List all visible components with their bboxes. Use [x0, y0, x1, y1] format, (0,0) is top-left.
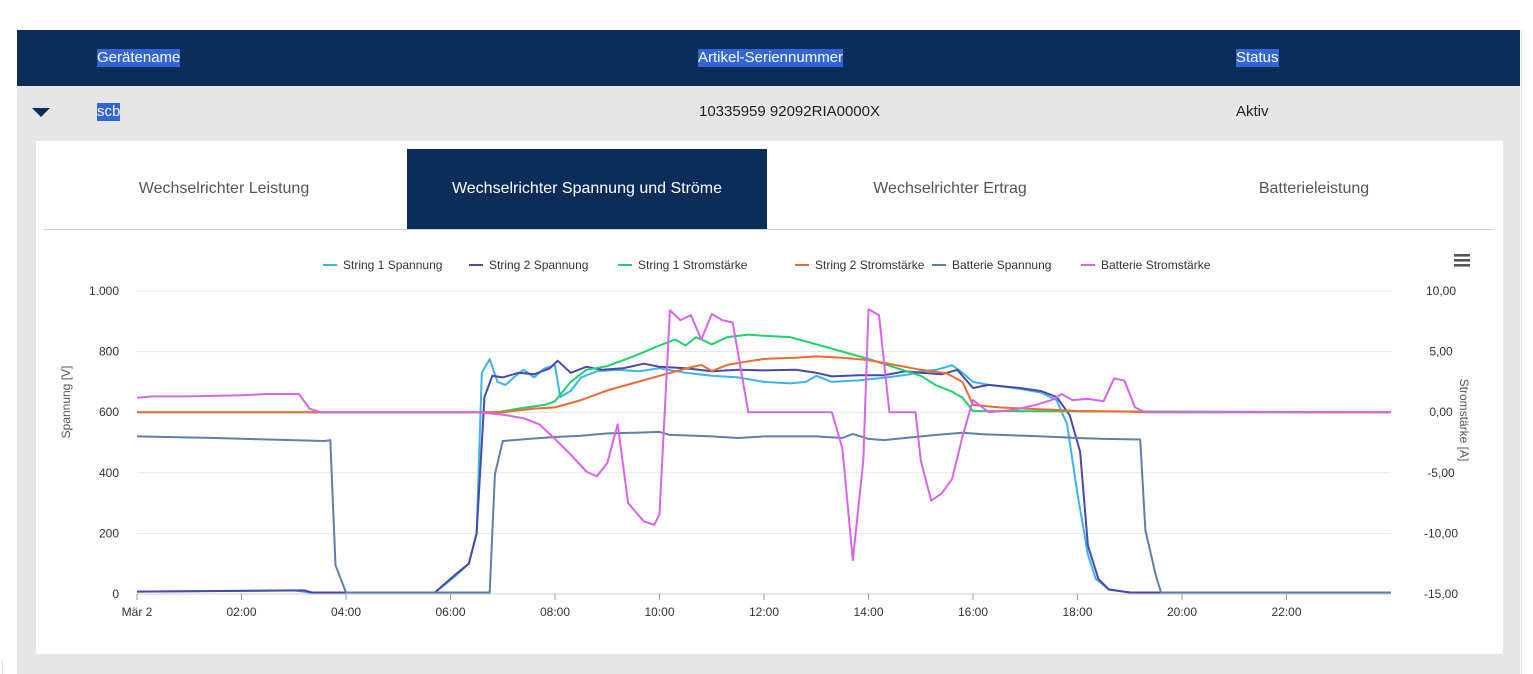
device-name[interactable]: scb — [97, 103, 121, 121]
legend-item[interactable]: String 1 Stromstärke — [618, 258, 748, 272]
legend-label: Batterie Spannung — [952, 258, 1051, 272]
right-axis-label: Stromstärke [A] — [1457, 379, 1471, 462]
left-tick-label: 1.000 — [89, 284, 119, 298]
chart-series — [136, 308, 1392, 594]
left-tick-label: 400 — [99, 466, 119, 480]
x-tick-label: 20:00 — [1167, 605, 1197, 619]
device-row: scb 10335959 92092RIA0000X Aktiv Wechsel… — [17, 86, 1520, 674]
right-tick-label: 10,00 — [1426, 284, 1456, 298]
left-tick-label: 200 — [99, 526, 119, 540]
page-edge — [1521, 30, 1522, 674]
x-tick-label: 06:00 — [435, 605, 465, 619]
left-tick-label: 600 — [99, 405, 119, 419]
x-tick-label: 12:00 — [749, 605, 779, 619]
legend-item[interactable]: Batterie Stromstärke — [1081, 258, 1211, 272]
x-tick-label: 02:00 — [226, 605, 256, 619]
tab-inverter-yield[interactable]: Wechselrichter Ertrag — [873, 180, 1027, 197]
chart-legend: String 1 Spannung String 2 Spannung String… — [323, 258, 1211, 272]
series-line-5[interactable] — [136, 430, 1391, 594]
device-status: Aktiv — [1236, 103, 1269, 120]
x-axis-ticks: Mär 2 02:00 04:00 06:00 08:00 10:00 12:00 14:00… — [122, 594, 1302, 619]
series-line-6[interactable] — [136, 308, 1391, 562]
right-tick-label: -10,00 — [1424, 526, 1458, 540]
legend-label: String 2 Stromstärke — [815, 258, 925, 272]
legend-label: String 2 Spannung — [489, 258, 588, 272]
right-tick-label: 0,00 — [1429, 405, 1453, 419]
x-tick-label: 04:00 — [331, 605, 361, 619]
left-axis-ticks: 0 200 400 600 800 1.000 — [89, 284, 119, 601]
x-tick-label: 10:00 — [644, 605, 674, 619]
tab-inverter-voltage-current[interactable]: Wechselrichter Spannung und Ströme — [407, 149, 767, 229]
x-tick-label: 08:00 — [540, 605, 570, 619]
series-line-1[interactable] — [136, 358, 1391, 594]
legend-label: String 1 Spannung — [343, 258, 442, 272]
left-tick-label: 800 — [99, 345, 119, 359]
series-line-3[interactable] — [137, 333, 1392, 414]
x-tick-label: Mär 2 — [122, 605, 153, 619]
x-tick-label: 16:00 — [958, 605, 988, 619]
legend-item[interactable]: String 2 Stromstärke — [795, 258, 925, 272]
collapse-caret-icon[interactable] — [32, 108, 50, 117]
column-header-status[interactable]: Status — [1236, 49, 1279, 67]
legend-label: String 1 Stromstärke — [638, 258, 748, 272]
x-tick-label: 18:00 — [1062, 605, 1092, 619]
tab-battery-power[interactable]: Batterieleistung — [1258, 180, 1370, 197]
legend-label: Batterie Stromstärke — [1101, 258, 1211, 272]
right-tick-label: -15,00 — [1424, 587, 1458, 601]
right-tick-label: -5,00 — [1427, 466, 1455, 480]
device-serial: 10335959 92092RIA0000X — [699, 103, 880, 120]
voltage-current-chart: 0 200 400 600 800 1.000 10,00 5,00 0,00 -5,00 -10… — [59, 254, 1471, 619]
left-axis-label: Spannung [V] — [59, 366, 73, 439]
legend-item[interactable]: String 2 Spannung — [469, 258, 588, 272]
legend-item[interactable]: Batterie Spannung — [932, 258, 1051, 272]
series-line-2[interactable] — [136, 359, 1391, 594]
chart-tabs: Wechselrichter Leistung Wechselrichter S… — [44, 149, 1494, 230]
left-tick-label: 0 — [112, 587, 119, 601]
page-edge-left — [2, 660, 3, 674]
x-tick-label: 14:00 — [853, 605, 883, 619]
tab-inverter-power[interactable]: Wechselrichter Leistung — [138, 180, 310, 197]
x-tick-label: 22:00 — [1271, 605, 1301, 619]
right-axis-ticks: 10,00 5,00 0,00 -5,00 -10,00 -15,00 — [1424, 284, 1458, 601]
column-header-device-name[interactable]: Gerätename — [97, 49, 181, 67]
right-tick-label: 5,00 — [1429, 345, 1453, 359]
device-detail-panel: Wechselrichter Leistung Wechselrichter S… — [36, 141, 1503, 654]
table-header: Gerätename Artikel-Seriennummer Status — [17, 30, 1520, 86]
chart-menu-icon[interactable] — [1454, 254, 1470, 267]
series-line-4[interactable] — [137, 355, 1391, 414]
column-header-serial-number[interactable]: Artikel-Seriennummer — [698, 49, 844, 67]
legend-item[interactable]: String 1 Spannung — [323, 258, 442, 272]
